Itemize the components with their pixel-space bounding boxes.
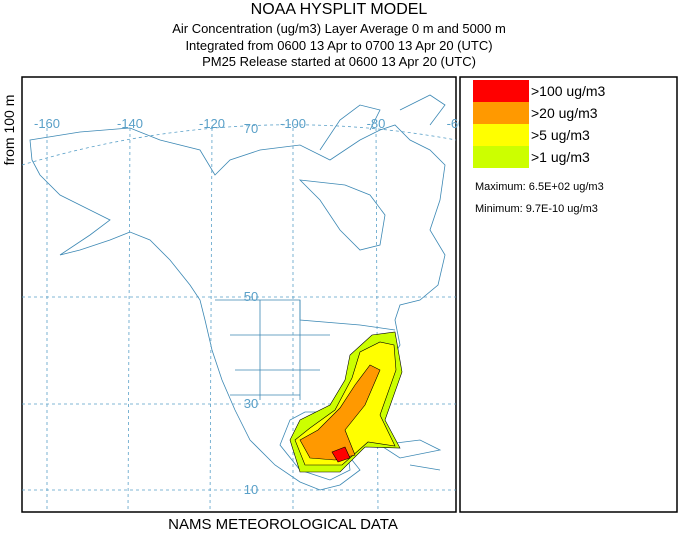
lat-label: 10	[244, 482, 258, 497]
plume-contour	[331, 446, 351, 463]
subtitle: Integrated from 0600 13 Apr to 0700 13 A…	[185, 38, 492, 53]
legend-swatch	[473, 80, 529, 102]
title: NOAA HYSPLIT MODEL	[251, 1, 428, 18]
lat-label: 50	[244, 289, 258, 304]
plume-contour	[299, 364, 381, 461]
legend-label: >20 ug/m3	[531, 105, 598, 121]
legend-swatch	[473, 102, 529, 124]
lon-label: -120	[199, 116, 225, 131]
legend: >100 ug/m3 >20 ug/m3 >5 ug/m3 >1 ug/m3	[473, 80, 606, 168]
footer: NAMS METEOROLOGICAL DATA	[168, 516, 398, 533]
lon-label: -140	[117, 116, 143, 131]
legend-label: >1 ug/m3	[531, 149, 590, 165]
lon-label: -160	[34, 116, 60, 131]
plume	[289, 331, 403, 473]
legend-label: >100 ug/m3	[531, 83, 606, 99]
maximum: Maximum: 6.5E+02 ug/m3	[475, 181, 604, 193]
subtitle: Air Concentration (ug/m3) Layer Average …	[172, 21, 506, 36]
minimum: Minimum: 9.7E-10 ug/m3	[475, 203, 598, 215]
legend-swatch	[473, 124, 529, 146]
lon-label: -80	[367, 116, 386, 131]
lon-label: -100	[280, 116, 306, 131]
side-label: from 100 m	[1, 95, 17, 166]
lat-label: 70	[244, 121, 258, 136]
subtitle: PM25 Release started at 0600 13 Apr 20 (…	[202, 54, 476, 69]
coastlines	[29, 94, 446, 491]
legend-label: >5 ug/m3	[531, 127, 590, 143]
lat-label: 30	[244, 396, 258, 411]
legend-swatch	[473, 146, 529, 168]
